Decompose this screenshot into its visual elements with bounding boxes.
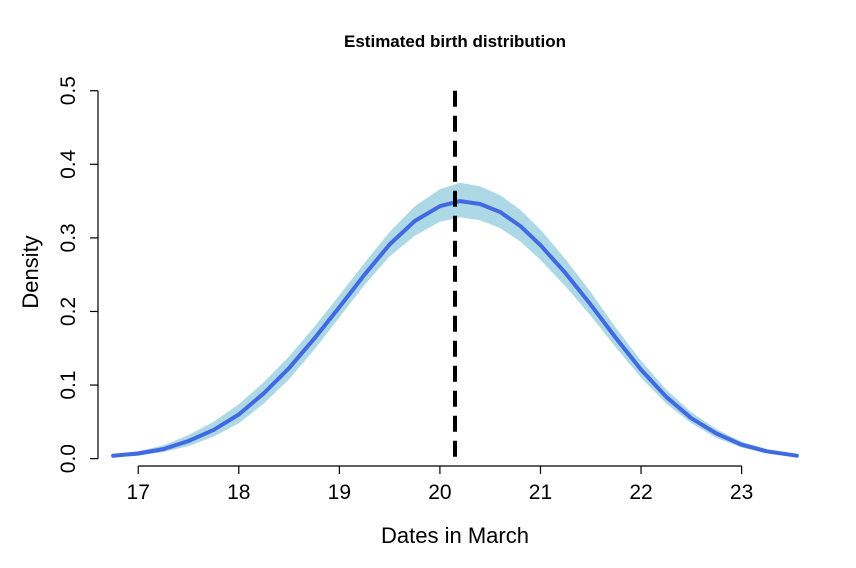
y-tick-label: 0.2 bbox=[57, 297, 80, 326]
x-tick-label: 22 bbox=[629, 481, 652, 504]
y-tick-label: 0.4 bbox=[57, 149, 80, 179]
y-tick-label: 0.0 bbox=[57, 444, 80, 473]
y-tick-label: 0.3 bbox=[57, 223, 80, 252]
y-axis-label: Density bbox=[18, 235, 43, 308]
x-tick-label: 21 bbox=[529, 481, 552, 504]
axes: 17 18 19 20 21 22 23 0.0 0.1 0.2 0.3 0.4 0.5 bbox=[57, 76, 753, 504]
x-tick-label: 20 bbox=[428, 481, 451, 504]
x-tick-label: 17 bbox=[127, 481, 150, 504]
x-tick-label: 18 bbox=[227, 481, 250, 504]
x-axis-label: Dates in March bbox=[381, 523, 529, 548]
y-tick-label: 0.1 bbox=[57, 370, 80, 399]
density-line-0 bbox=[111, 199, 799, 458]
plot-area bbox=[111, 90, 799, 459]
chart-title: Estimated birth distribution bbox=[344, 32, 566, 51]
x-tick-label: 19 bbox=[328, 481, 351, 504]
y-tick-label: 0.5 bbox=[57, 76, 80, 105]
x-tick-label: 23 bbox=[730, 481, 753, 504]
